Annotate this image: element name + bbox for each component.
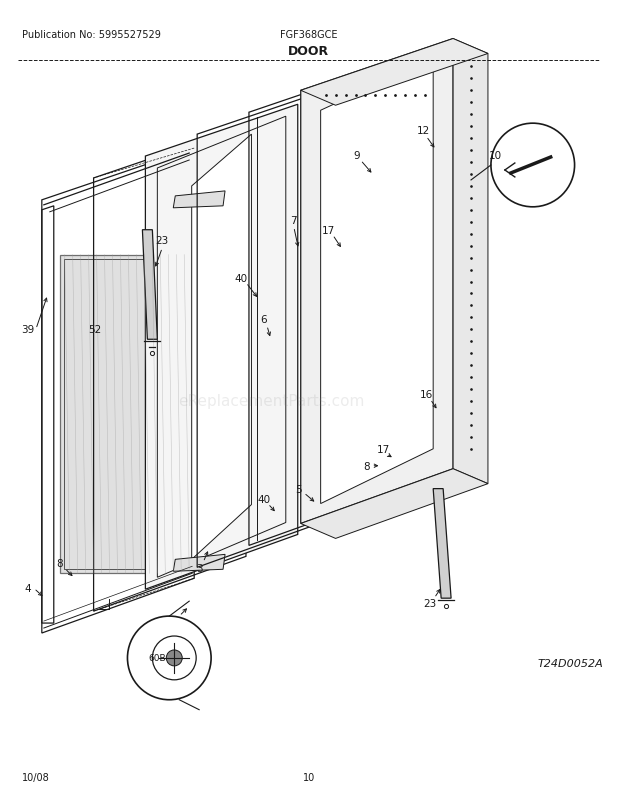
Text: 8: 8 [363,461,370,471]
Text: 6: 6 [260,315,267,325]
Circle shape [166,650,182,666]
Text: 17: 17 [322,225,335,236]
Text: 9: 9 [353,151,360,161]
Text: 10/08: 10/08 [22,772,50,783]
Text: DOOR: DOOR [288,46,329,59]
Circle shape [491,124,575,208]
Polygon shape [321,59,433,504]
Polygon shape [143,230,157,340]
Polygon shape [173,555,225,572]
Polygon shape [192,135,252,560]
Text: 4: 4 [25,584,31,593]
Text: eReplacementParts.com: eReplacementParts.com [179,394,365,408]
Text: FGF368GCE: FGF368GCE [280,30,337,39]
Polygon shape [301,39,453,524]
Polygon shape [145,105,298,589]
Text: T24D0052A: T24D0052A [538,658,603,668]
Text: 23: 23 [423,598,437,609]
Text: 3: 3 [196,564,203,573]
Text: 10: 10 [303,772,315,783]
Text: 60B: 60B [149,654,166,662]
Text: Publication No: 5995527529: Publication No: 5995527529 [22,30,161,39]
Polygon shape [60,255,186,573]
Text: 8: 8 [56,559,63,569]
Polygon shape [301,39,488,106]
Polygon shape [301,469,488,539]
Text: 23: 23 [156,235,169,245]
Polygon shape [453,39,488,484]
Text: 40: 40 [234,273,247,283]
Text: 7: 7 [290,216,297,225]
Text: 40: 40 [257,494,270,504]
Text: 12: 12 [417,126,430,136]
Text: 39: 39 [21,325,35,335]
Text: 17: 17 [377,444,390,454]
Circle shape [128,616,211,700]
Text: 10: 10 [489,151,502,161]
Text: 16: 16 [420,390,433,399]
Text: 52: 52 [88,325,101,335]
Polygon shape [433,489,451,598]
Polygon shape [173,192,225,209]
Text: 5: 5 [295,484,302,494]
